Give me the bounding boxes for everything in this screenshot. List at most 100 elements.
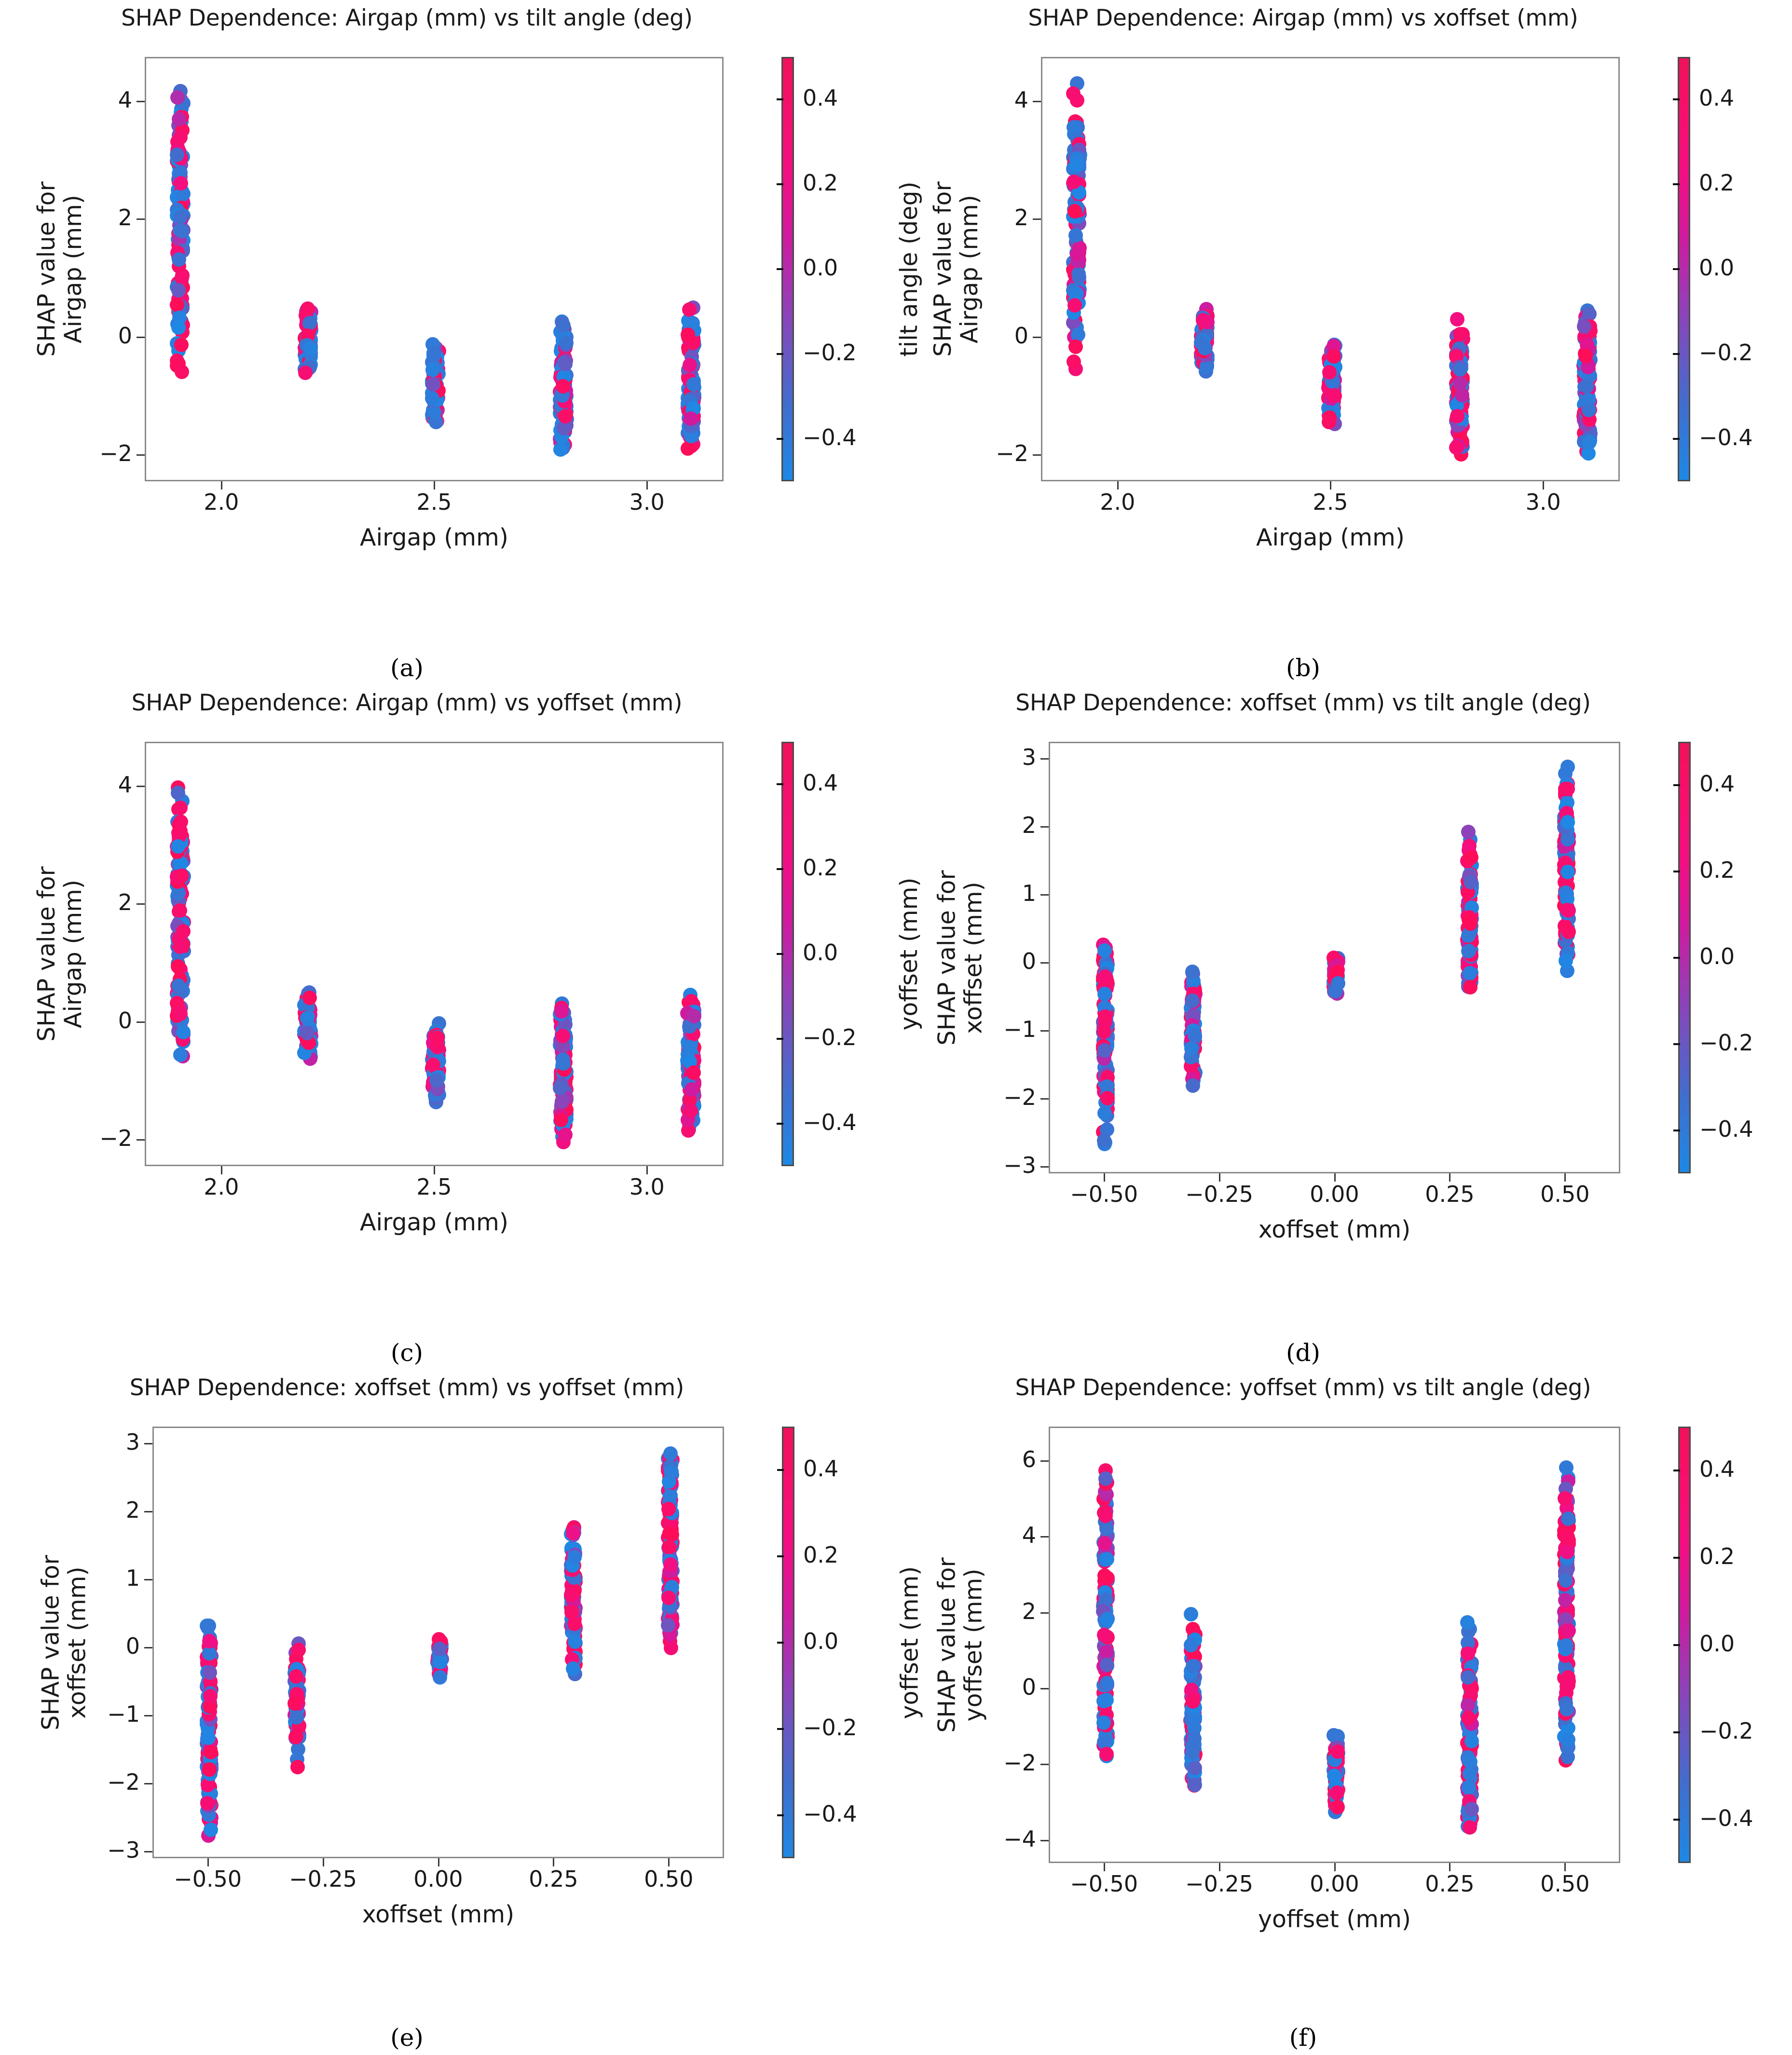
x-tick-label: 0.00 bbox=[413, 1866, 463, 1892]
scatter-point bbox=[174, 176, 189, 191]
scatter-point bbox=[1461, 1780, 1476, 1795]
y-tick-mark bbox=[1040, 1460, 1049, 1462]
colorbar-tick-mark bbox=[777, 1728, 784, 1730]
scatter-point bbox=[173, 130, 188, 145]
colorbar-tick-label: −0.2 bbox=[1699, 1717, 1753, 1744]
scatter-point bbox=[171, 283, 186, 298]
y-tick-label: −1 bbox=[107, 1701, 140, 1728]
y-axis-label-line2: Airgap (mm) bbox=[59, 880, 87, 1028]
scatter-point bbox=[661, 1591, 676, 1606]
colorbar-tick-label: 0.0 bbox=[1699, 255, 1735, 281]
y-tick-mark bbox=[137, 218, 145, 220]
y-tick-label: 3 bbox=[125, 1429, 140, 1456]
y-tick-mark bbox=[1033, 218, 1041, 220]
colorbar-tick-mark bbox=[777, 353, 783, 355]
x-tick-mark bbox=[207, 1858, 209, 1866]
colorbar-tick-label: 0.0 bbox=[803, 939, 838, 966]
plot-area bbox=[145, 57, 724, 481]
y-tick-mark bbox=[137, 454, 145, 456]
x-tick-label: 3.0 bbox=[1525, 489, 1561, 515]
x-tick-mark bbox=[1449, 1173, 1451, 1182]
y-tick-mark bbox=[1040, 962, 1049, 964]
scatter-point bbox=[664, 1640, 679, 1655]
y-tick-mark bbox=[1040, 1166, 1049, 1168]
scatter-point bbox=[1196, 313, 1211, 327]
y-axis-label: SHAP value for Airgap (mm) bbox=[929, 42, 993, 496]
scatter-point bbox=[1464, 1801, 1479, 1816]
y-tick-label: 3 bbox=[1022, 744, 1036, 771]
scatter-point bbox=[682, 1039, 697, 1054]
colorbar-tick-mark bbox=[1673, 1469, 1680, 1471]
scatter-point bbox=[1561, 924, 1576, 939]
scatter-point bbox=[1559, 1638, 1574, 1653]
plot-area bbox=[145, 742, 724, 1166]
colorbar-tick-label: 0.4 bbox=[1699, 85, 1735, 111]
x-axis-label: yoffset (mm) bbox=[1258, 1905, 1411, 1933]
panel-f: SHAP Dependence: yoffset (mm) vs tilt an… bbox=[896, 1370, 1792, 2055]
x-tick-mark bbox=[220, 481, 222, 490]
scatter-point bbox=[556, 1029, 571, 1044]
colorbar-tick-mark bbox=[1673, 784, 1680, 786]
scatter-point bbox=[1097, 1024, 1112, 1039]
scatter-point bbox=[680, 441, 695, 456]
scatter-point bbox=[1068, 340, 1083, 354]
scatter-point bbox=[176, 924, 191, 939]
scatter-point bbox=[1098, 1471, 1113, 1486]
scatter-point bbox=[1559, 1460, 1574, 1475]
scatter-point bbox=[172, 112, 187, 127]
scatter-point bbox=[287, 1696, 302, 1711]
y-tick-label: −2 bbox=[1003, 1084, 1036, 1110]
x-tick-mark bbox=[1117, 481, 1119, 490]
x-tick-mark bbox=[1334, 1863, 1336, 1871]
y-tick-label: 2 bbox=[118, 889, 132, 916]
x-axis-label: Airgap (mm) bbox=[1256, 524, 1405, 551]
panel-d: SHAP Dependence: xoffset (mm) vs tilt an… bbox=[896, 685, 1792, 1370]
x-tick-mark bbox=[1449, 1863, 1451, 1871]
y-tick-label: 4 bbox=[1022, 1522, 1036, 1549]
x-axis-label: Airgap (mm) bbox=[360, 1209, 508, 1236]
scatter-point bbox=[1582, 435, 1597, 449]
colorbar-title: xoffset (mm) bbox=[1789, 38, 1792, 501]
scatter-point bbox=[1559, 902, 1574, 917]
scatter-point bbox=[1462, 966, 1477, 981]
scatter-point bbox=[1558, 1573, 1573, 1588]
y-tick-mark bbox=[1040, 1764, 1049, 1766]
y-tick-mark bbox=[1040, 1688, 1049, 1689]
scatter-point bbox=[1097, 1568, 1112, 1583]
scatter-point bbox=[559, 336, 574, 350]
scatter-point bbox=[1576, 319, 1591, 334]
y-tick-label: 1 bbox=[125, 1565, 140, 1592]
scatter-point bbox=[661, 1618, 676, 1633]
scatter-point bbox=[1100, 1657, 1115, 1672]
scatter-point bbox=[1188, 1777, 1203, 1792]
colorbar-tick-mark bbox=[1673, 956, 1680, 959]
y-tick-mark bbox=[1033, 100, 1041, 102]
y-axis-label: SHAP value for xoffset (mm) bbox=[37, 1412, 100, 1873]
scatter-point bbox=[425, 362, 440, 377]
x-tick-mark bbox=[1103, 1173, 1105, 1182]
scatter-point bbox=[556, 318, 571, 333]
colorbar-tick-mark bbox=[777, 98, 783, 100]
scatter-point bbox=[1067, 204, 1082, 219]
scatter-point bbox=[204, 1744, 219, 1759]
y-tick-label: 2 bbox=[1022, 812, 1036, 839]
scatter-point bbox=[1452, 327, 1467, 342]
colorbar-tick-label: −0.2 bbox=[803, 1024, 857, 1050]
scatter-point bbox=[169, 297, 184, 312]
y-tick-mark bbox=[1040, 758, 1049, 760]
colorbar-tick-label: 0.2 bbox=[1699, 1543, 1735, 1569]
scatter-point bbox=[432, 1641, 447, 1656]
scatter-point bbox=[171, 320, 186, 335]
x-tick-mark bbox=[322, 1858, 324, 1866]
panel-a: SHAP Dependence: Airgap (mm) vs tilt ang… bbox=[0, 0, 923, 685]
colorbar-tick-label: 0.4 bbox=[803, 85, 838, 111]
y-tick-label: 2 bbox=[125, 1497, 140, 1524]
scatter-point bbox=[289, 1710, 304, 1725]
scatter-point bbox=[1558, 1592, 1573, 1607]
x-tick-label: 2.0 bbox=[1100, 489, 1135, 515]
scatter-point bbox=[172, 903, 187, 918]
x-tick-label: 3.0 bbox=[629, 1174, 665, 1200]
x-tick-mark bbox=[668, 1858, 670, 1866]
scatter-point bbox=[424, 391, 439, 406]
